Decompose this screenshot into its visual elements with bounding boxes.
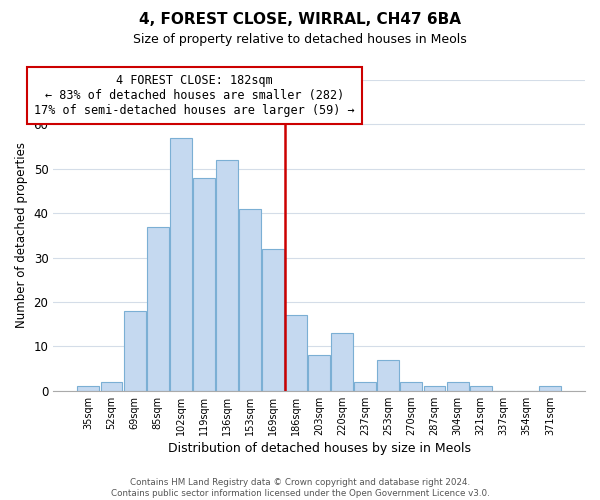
Bar <box>470 386 491 391</box>
Bar <box>446 382 469 391</box>
Bar <box>285 316 307 391</box>
Text: Contains HM Land Registry data © Crown copyright and database right 2024.
Contai: Contains HM Land Registry data © Crown c… <box>110 478 490 498</box>
Bar <box>77 386 100 391</box>
Bar <box>308 356 330 391</box>
X-axis label: Distribution of detached houses by size in Meols: Distribution of detached houses by size … <box>167 442 470 455</box>
Bar <box>124 311 146 391</box>
Bar <box>170 138 191 391</box>
Bar <box>239 209 261 391</box>
Bar <box>146 226 169 391</box>
Bar <box>262 248 284 391</box>
Bar <box>424 386 445 391</box>
Text: Size of property relative to detached houses in Meols: Size of property relative to detached ho… <box>133 32 467 46</box>
Text: 4, FOREST CLOSE, WIRRAL, CH47 6BA: 4, FOREST CLOSE, WIRRAL, CH47 6BA <box>139 12 461 28</box>
Y-axis label: Number of detached properties: Number of detached properties <box>15 142 28 328</box>
Bar <box>539 386 561 391</box>
Bar <box>101 382 122 391</box>
Bar <box>216 160 238 391</box>
Bar <box>355 382 376 391</box>
Text: 4 FOREST CLOSE: 182sqm
← 83% of detached houses are smaller (282)
17% of semi-de: 4 FOREST CLOSE: 182sqm ← 83% of detached… <box>34 74 355 117</box>
Bar <box>400 382 422 391</box>
Bar <box>193 178 215 391</box>
Bar <box>331 333 353 391</box>
Bar <box>377 360 400 391</box>
